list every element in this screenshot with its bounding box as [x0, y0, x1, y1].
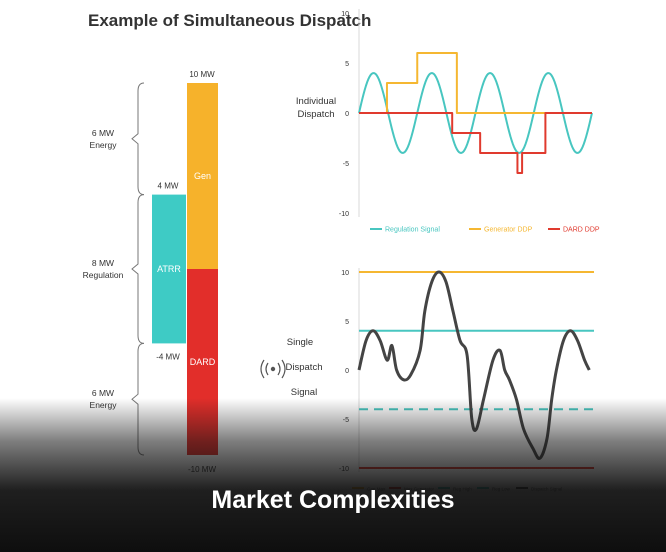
signal-wave-left-outer: [260, 359, 265, 379]
bar-label-atrr: ATRR: [157, 264, 181, 274]
brace-label-type-2: Regulation: [83, 270, 124, 280]
ylabel-dispatch: Dispatch: [286, 362, 323, 373]
figure-title: Example of Simultaneous Dispatch: [88, 11, 371, 30]
brace-label-amount-2: 8 MW: [92, 258, 114, 268]
y-tick-label: 0: [345, 368, 349, 375]
bar-label-gen: Gen: [194, 171, 211, 181]
y-tick-label: 10: [341, 270, 349, 277]
ylabel-dispatch: Dispatch: [298, 109, 335, 120]
series-generator-ddp: [359, 52, 592, 114]
stacked-bar-chart: ATRR Gen DARD 10 MW -10 MW 4 MW -4 MW 6 MW Energ…: [83, 70, 218, 474]
ylabel-signal: Signal: [291, 387, 317, 398]
ylabel-individual: Individual: [296, 96, 336, 107]
legend-label: Regulation Signal: [385, 227, 440, 234]
individual-dispatch-chart: 10 5 0 -5 -10 Regulation Signal Generator DDP D…: [296, 9, 600, 234]
signal-wave-right-outer: [281, 359, 286, 379]
y-tick-label: -10: [339, 466, 349, 473]
bar-label-dard: DARD: [190, 357, 216, 367]
caption-text: Market Complexities: [211, 486, 455, 514]
atrr-top-label: 4 MW: [158, 182, 179, 191]
bar-gen: [187, 83, 218, 269]
y-tick-label: 5: [345, 61, 349, 68]
brace-label-type-3: Energy: [90, 400, 118, 410]
y-tick-label: -5: [343, 161, 349, 168]
atrr-bottom-label: -4 MW: [156, 352, 180, 361]
signal-wave-right-inner: [277, 362, 281, 376]
brace-3: [131, 342, 145, 456]
y-tick-label: -5: [343, 417, 349, 424]
brace-label-amount-3: 6 MW: [92, 388, 114, 398]
dard-bottom-label: -10 MW: [188, 465, 216, 474]
brace-1: [131, 82, 145, 196]
brace-label-amount-1: 6 MW: [92, 128, 114, 138]
bar-atrr: [152, 194, 186, 344]
series-dispatch-signal: [357, 270, 591, 460]
signal-dot: [270, 366, 276, 372]
signal-wave-left-inner: [265, 362, 269, 376]
y-tick-label: 5: [345, 319, 349, 326]
gen-top-label: 10 MW: [189, 70, 215, 79]
signal-broadcast-icon: [260, 359, 286, 379]
legend-label: DARD DDP: [563, 227, 600, 234]
brace-2: [131, 194, 145, 344]
y-tick-label: 0: [345, 111, 349, 118]
ylabel-single: Single: [287, 337, 313, 348]
brace-label-type-1: Energy: [90, 140, 118, 150]
series-dard-ddp: [359, 112, 592, 174]
legend-label: Generator DDP: [484, 227, 533, 234]
y-tick-label: -10: [339, 211, 349, 218]
y-tick-label: 10: [341, 11, 349, 18]
